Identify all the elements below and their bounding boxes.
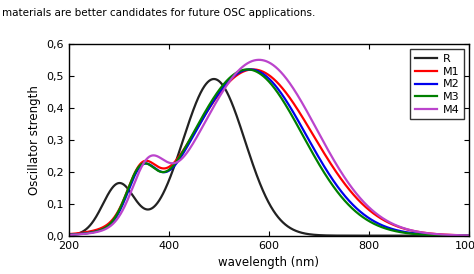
Line: R: R	[69, 79, 469, 236]
M1	[237, 72, 243, 75]
M1	[219, 88, 225, 91]
M4	[219, 90, 225, 94]
M2	[136, 168, 141, 171]
Line: M4: M4	[69, 60, 469, 235]
M3	[219, 84, 225, 87]
M3	[245, 68, 250, 71]
Line: M1: M1	[69, 69, 469, 235]
M2	[237, 70, 243, 74]
M4	[237, 68, 243, 71]
R	[466, 234, 472, 237]
M3	[111, 217, 117, 220]
Y-axis label: Oscillator strength: Oscillator strength	[27, 85, 41, 195]
M4	[66, 233, 72, 236]
M4	[111, 221, 117, 224]
M1	[416, 230, 421, 233]
M1	[66, 232, 72, 236]
R	[136, 201, 141, 205]
M2	[416, 232, 421, 235]
M1	[250, 68, 256, 71]
M2	[247, 68, 253, 71]
R	[66, 234, 72, 237]
Line: M2: M2	[69, 69, 469, 236]
M3	[66, 233, 72, 236]
R	[219, 83, 225, 87]
M2	[111, 218, 117, 221]
M4	[466, 234, 472, 237]
M1	[111, 216, 117, 219]
Legend: R, M1, M2, M3, M4: R, M1, M2, M3, M4	[410, 49, 464, 119]
R	[111, 184, 117, 187]
M2	[219, 87, 225, 90]
M2	[466, 234, 472, 237]
R	[237, 123, 243, 127]
M4	[459, 234, 465, 237]
X-axis label: wavelength (nm): wavelength (nm)	[219, 256, 319, 269]
M4	[136, 172, 141, 176]
R	[416, 234, 421, 237]
M4	[256, 58, 262, 61]
M3	[136, 166, 141, 169]
M3	[416, 233, 421, 236]
R	[211, 77, 217, 81]
M1	[459, 234, 465, 237]
R	[459, 234, 465, 237]
M1	[466, 234, 472, 237]
M3	[459, 234, 465, 237]
M2	[66, 233, 72, 236]
Text: materials are better candidates for future OSC applications.: materials are better candidates for futu…	[2, 8, 316, 18]
Line: M3: M3	[69, 69, 469, 236]
M2	[459, 234, 465, 237]
M1	[136, 165, 141, 169]
M4	[416, 230, 421, 233]
M3	[237, 69, 243, 73]
M3	[466, 234, 472, 237]
